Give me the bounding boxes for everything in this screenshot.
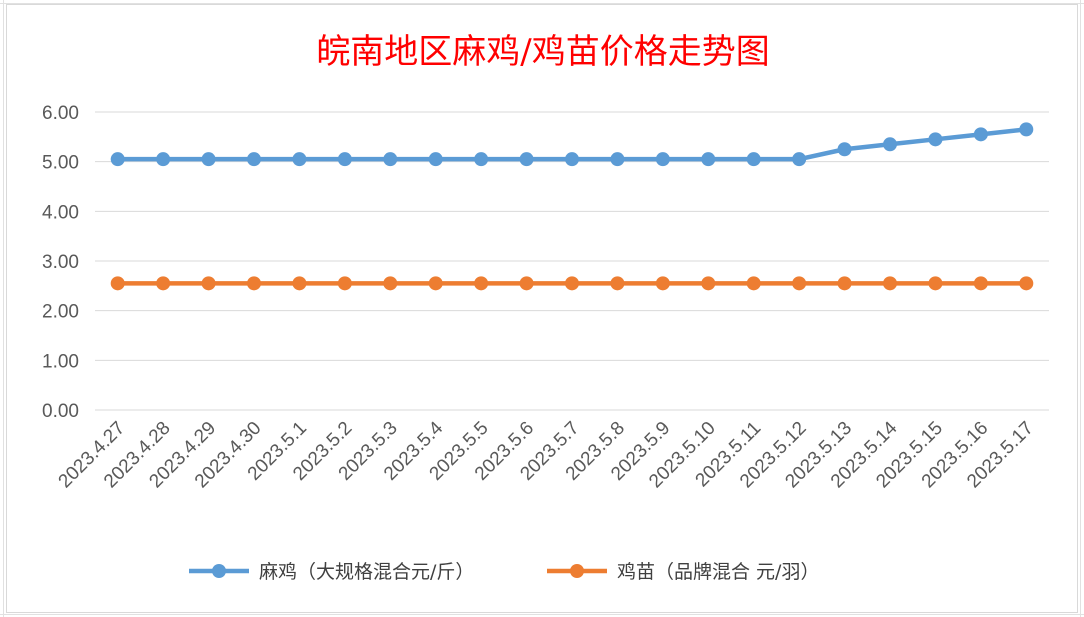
y-tick-label: 4.00	[42, 202, 79, 223]
data-point[interactable]	[474, 276, 489, 291]
x-axis-tick-labels: 2023.4.272023.4.282023.4.292023.4.302023…	[55, 417, 1038, 492]
y-tick-label: 0.00	[42, 401, 79, 422]
data-point[interactable]	[519, 276, 534, 291]
y-tick-label: 3.00	[42, 252, 79, 273]
data-point[interactable]	[701, 152, 716, 167]
legend-label: 麻鸡（大规格混合元/斤）	[259, 561, 474, 583]
y-tick-label: 1.00	[42, 351, 79, 372]
data-point[interactable]	[337, 276, 352, 291]
data-point[interactable]	[610, 152, 625, 167]
data-point[interactable]	[383, 152, 398, 167]
series-2	[110, 276, 1034, 291]
data-point[interactable]	[655, 276, 670, 291]
legend-label: 鸡苗（品牌混合 元/羽）	[617, 561, 819, 583]
data-point[interactable]	[928, 276, 943, 291]
data-point[interactable]	[474, 152, 489, 167]
data-point[interactable]	[156, 276, 171, 291]
data-point[interactable]	[883, 137, 897, 152]
data-point[interactable]	[383, 276, 398, 291]
legend-marker	[212, 564, 226, 578]
data-point[interactable]	[792, 276, 807, 291]
data-point[interactable]	[519, 152, 534, 167]
data-point[interactable]	[701, 276, 716, 291]
data-point[interactable]	[292, 152, 307, 167]
data-point[interactable]	[156, 152, 171, 167]
data-point[interactable]	[292, 276, 307, 291]
line-chart: 皖南地区麻鸡/鸡苗价格走势图 0.00 1.00 2.00 3.00 4.00 5.00 6…	[42, 32, 1049, 583]
chart-title: 皖南地区麻鸡/鸡苗价格走势图	[316, 32, 769, 72]
data-point[interactable]	[428, 276, 443, 291]
data-point[interactable]	[110, 276, 125, 291]
data-point[interactable]	[1019, 122, 1034, 137]
data-point[interactable]	[746, 152, 761, 167]
y-axis-tick-labels: 0.00 1.00 2.00 3.00 4.00 5.00 6.00	[42, 103, 79, 422]
data-point[interactable]	[746, 276, 761, 291]
gridlines	[95, 111, 1049, 411]
data-point[interactable]	[1019, 276, 1034, 291]
data-point[interactable]	[337, 152, 352, 167]
data-point[interactable]	[247, 152, 261, 167]
data-point[interactable]	[928, 132, 943, 147]
data-point[interactable]	[428, 152, 443, 167]
data-point[interactable]	[973, 127, 988, 142]
legend-entry[interactable]: 麻鸡（大规格混合元/斤）	[189, 561, 474, 583]
data-point[interactable]	[837, 276, 852, 291]
data-point[interactable]	[655, 152, 670, 167]
data-point[interactable]	[883, 276, 897, 291]
data-point[interactable]	[792, 152, 807, 167]
legend-marker	[570, 564, 584, 578]
data-point[interactable]	[837, 142, 852, 157]
y-tick-label: 6.00	[42, 103, 79, 124]
data-point[interactable]	[247, 276, 261, 291]
legend[interactable]: 麻鸡（大规格混合元/斤） 鸡苗（品牌混合 元/羽）	[189, 561, 819, 583]
series-layer	[110, 122, 1034, 291]
data-point[interactable]	[565, 152, 579, 167]
series-1	[110, 122, 1034, 167]
y-tick-label: 5.00	[42, 153, 79, 174]
chart-area[interactable]: 皖南地区麻鸡/鸡苗价格走势图 0.00 1.00 2.00 3.00 4.00 5.00 6…	[6, 4, 1078, 613]
data-point[interactable]	[565, 276, 579, 291]
data-point[interactable]	[201, 276, 216, 291]
legend-entry[interactable]: 鸡苗（品牌混合 元/羽）	[547, 561, 819, 583]
data-point[interactable]	[201, 152, 216, 167]
y-tick-label: 2.00	[42, 302, 79, 323]
data-point[interactable]	[610, 276, 625, 291]
data-point[interactable]	[973, 276, 988, 291]
data-point[interactable]	[110, 152, 125, 167]
